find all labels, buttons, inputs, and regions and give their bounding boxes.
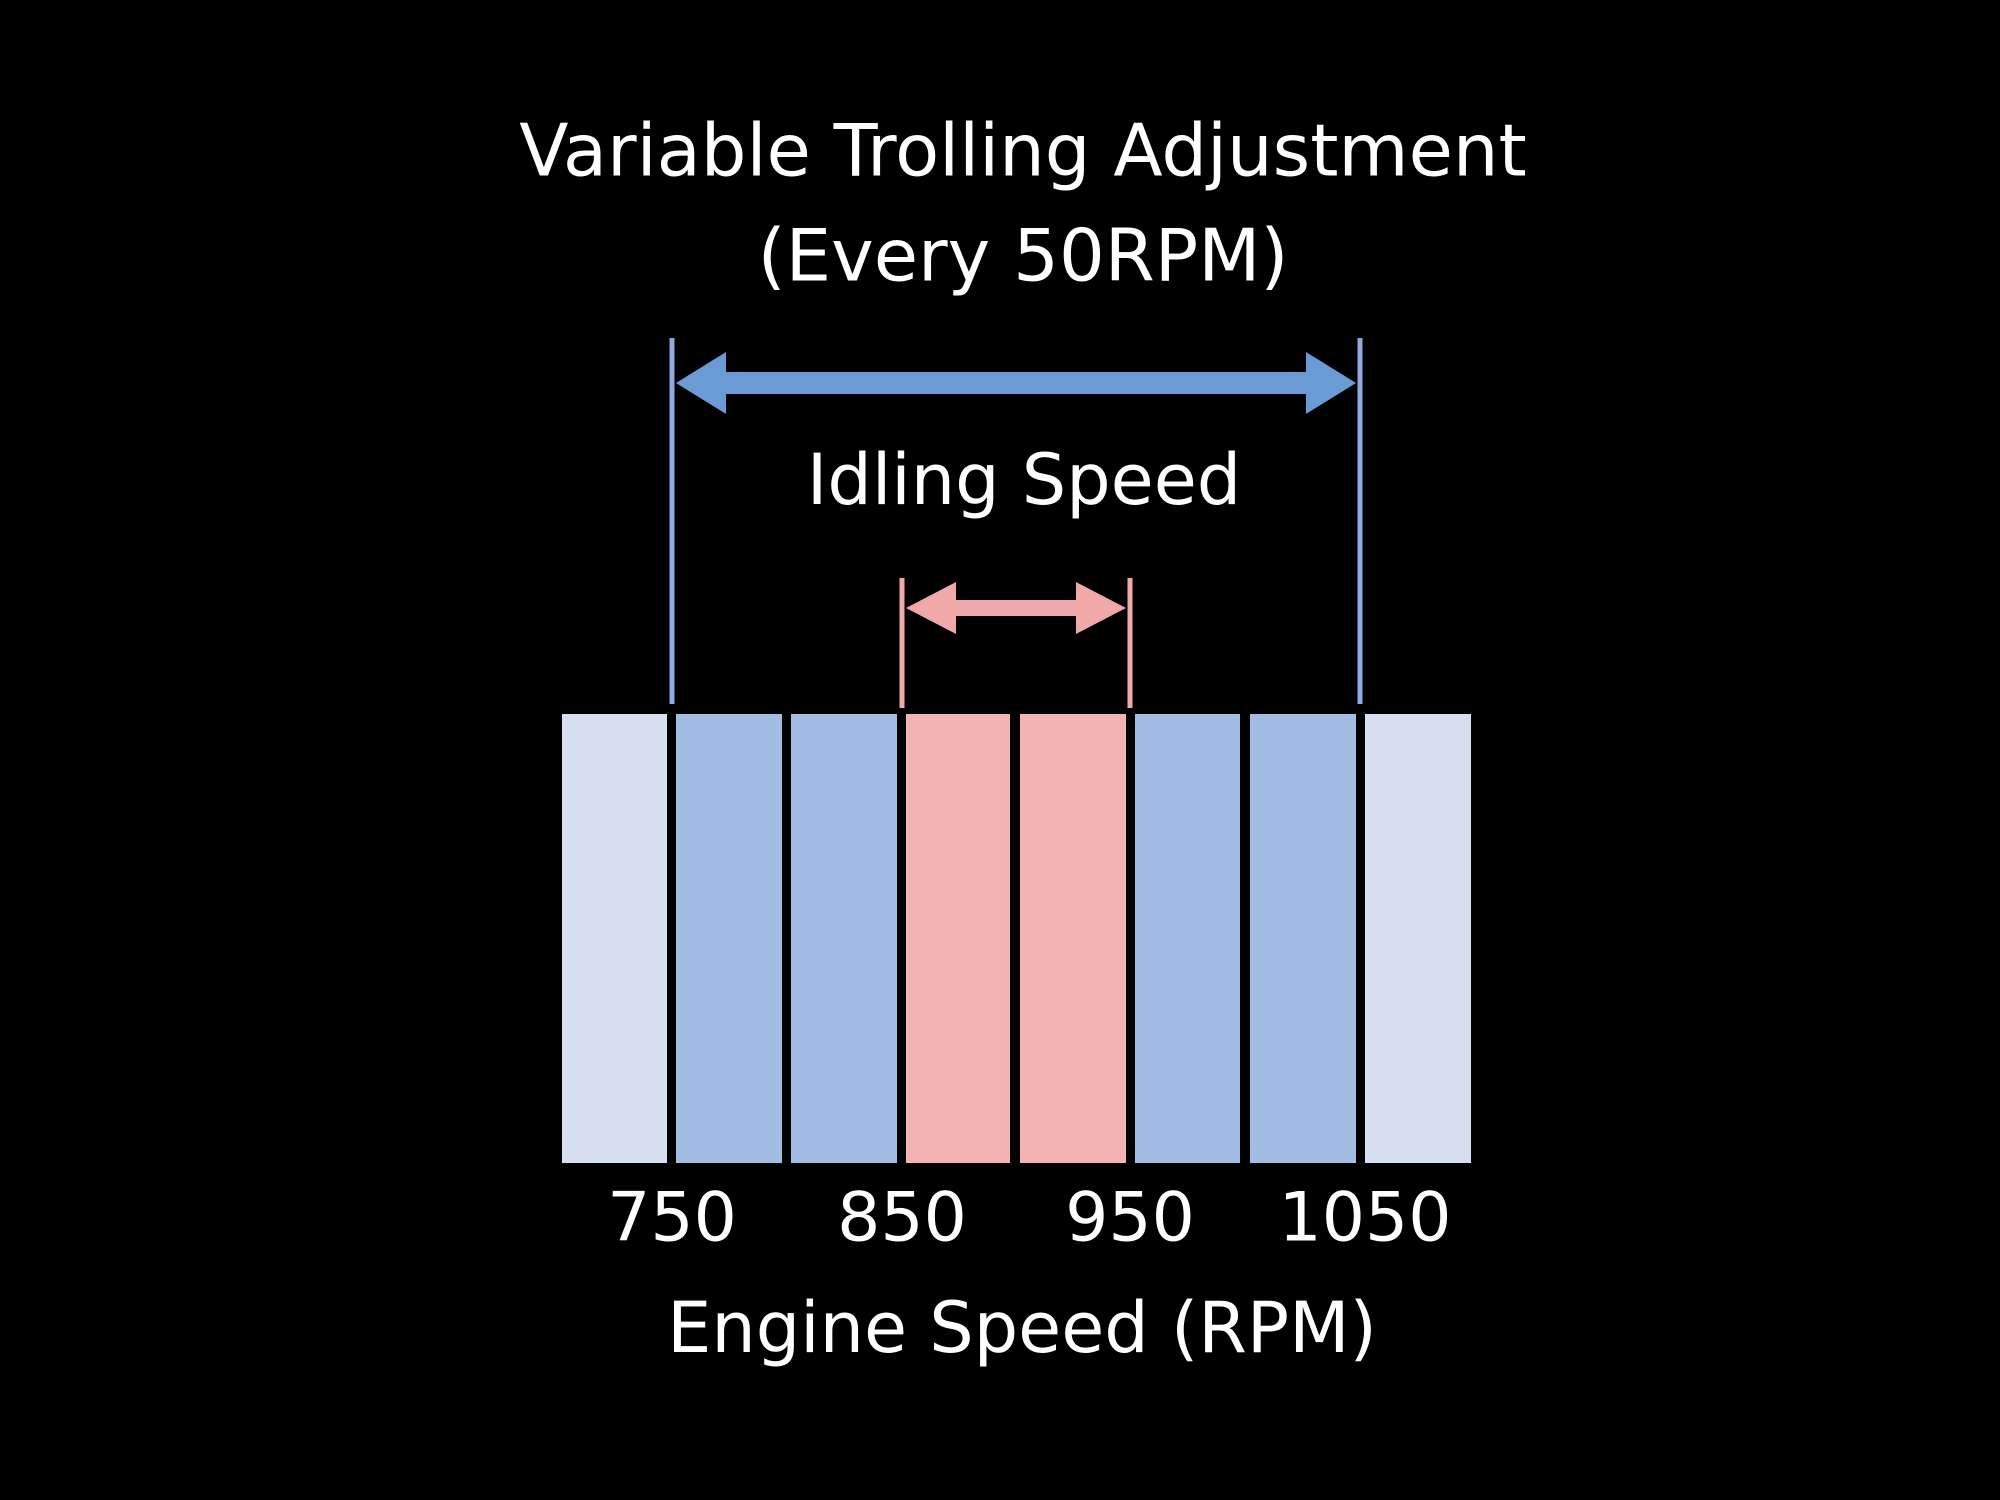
range-arrow xyxy=(676,352,1356,414)
idling-range xyxy=(899,578,1133,708)
trolling-range xyxy=(669,338,1363,704)
bar xyxy=(906,714,1010,1163)
bar xyxy=(1020,714,1126,1163)
bar xyxy=(676,714,782,1163)
tick-label: 850 xyxy=(837,1179,967,1258)
title-line-2: (Every 50RPM) xyxy=(758,214,1289,298)
idling-label: Idling Speed xyxy=(807,439,1241,521)
tick-label: 950 xyxy=(1065,1179,1195,1258)
title-line-1: Variable Trolling Adjustment xyxy=(519,109,1526,193)
range-arrow xyxy=(906,582,1126,634)
tick-label: 1050 xyxy=(1278,1179,1451,1258)
speed-bars xyxy=(562,714,1471,1163)
bar xyxy=(1250,714,1356,1163)
bar xyxy=(562,714,667,1163)
tick-label: 750 xyxy=(607,1179,737,1258)
bar xyxy=(1365,714,1471,1163)
bar xyxy=(791,714,897,1163)
bar xyxy=(1135,714,1240,1163)
axis-label: Engine Speed (RPM) xyxy=(667,1287,1377,1369)
